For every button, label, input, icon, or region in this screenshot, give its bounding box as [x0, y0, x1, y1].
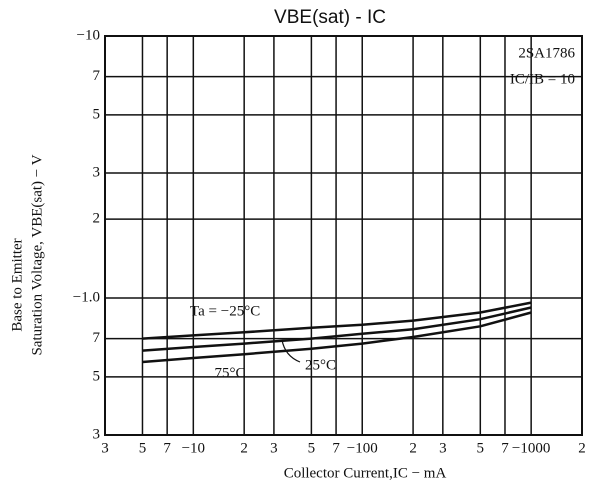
- series-label: 75°C: [214, 365, 245, 381]
- y-tick-label: 3: [93, 426, 101, 442]
- plot-frame: [104, 35, 583, 436]
- x-tick-label: 2: [409, 440, 417, 456]
- x-tick-label: 3: [101, 440, 109, 456]
- x-tick-label: 5: [139, 440, 147, 456]
- x-tick-label: −10: [182, 440, 205, 456]
- y-axis-label: Base to Emitter: [9, 238, 25, 331]
- series-line: [142, 301, 532, 340]
- chart-title: VBE(sat) - IC: [274, 7, 386, 28]
- x-tick-label: 2: [240, 440, 248, 456]
- label-leader: [281, 339, 301, 363]
- series-label: Ta = −25°C: [190, 303, 260, 319]
- series-label: 25°C: [305, 357, 336, 373]
- x-tick-label: 7: [501, 440, 509, 456]
- y-tick-label: 3: [93, 164, 101, 180]
- y-tick-label: −1.0: [73, 289, 100, 305]
- x-tick-label: 5: [308, 440, 316, 456]
- y-tick-label: 5: [93, 368, 101, 384]
- series-line: [142, 311, 532, 364]
- x-tick-label: 3: [270, 440, 278, 456]
- x-tick-label: 2: [578, 440, 586, 456]
- x-axis-label: Collector Current,IC − mA: [284, 465, 447, 481]
- y-tick-label: 7: [93, 68, 101, 84]
- x-tick-label: −1000: [512, 440, 550, 456]
- y-axis-label: Saturation Voltage, VBE(sat) − V: [29, 154, 45, 355]
- x-tick-label: 3: [439, 440, 447, 456]
- x-tick-label: 7: [332, 440, 340, 456]
- annotation: IC/IB = 10: [510, 71, 575, 87]
- y-tick-label: −10: [77, 27, 100, 43]
- y-tick-label: 5: [93, 106, 101, 122]
- y-tick-label: 2: [93, 211, 101, 227]
- series-line: [142, 306, 532, 352]
- y-tick-label: 7: [93, 330, 101, 346]
- annotation: 2SA1786: [518, 45, 575, 61]
- x-tick-label: 5: [477, 440, 485, 456]
- x-tick-label: −100: [347, 440, 378, 456]
- x-tick-label: 7: [163, 440, 171, 456]
